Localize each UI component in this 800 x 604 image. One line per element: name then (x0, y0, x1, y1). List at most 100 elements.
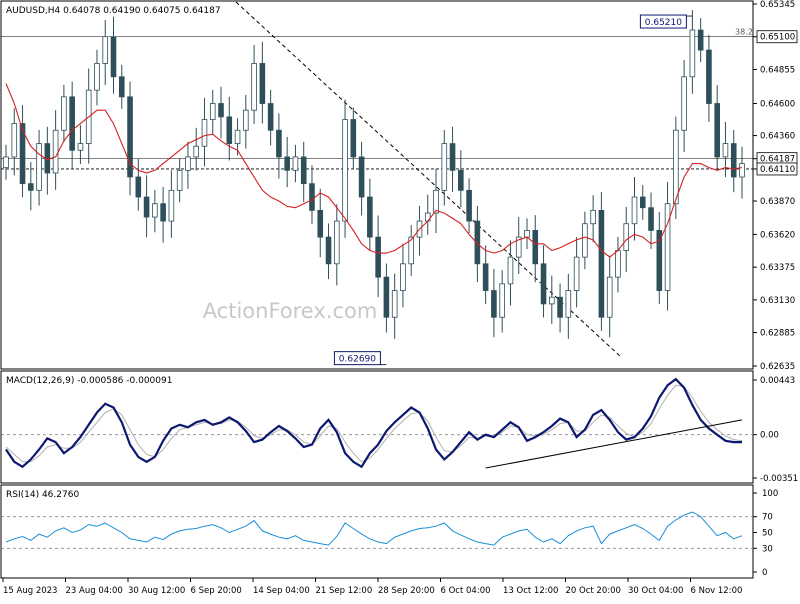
candle-body (433, 189, 439, 214)
rsi-layer (1, 511, 753, 549)
candle-body (400, 263, 406, 291)
candle-body (317, 209, 324, 238)
price-panel-title: AUDUSD,H4 0.64078 0.64190 0.64075 0.6418… (6, 6, 221, 16)
candle-body (582, 223, 588, 258)
candle-body (201, 119, 208, 147)
x-axis-label: 6 Sep 20:00 (191, 586, 242, 596)
candle-body (499, 283, 505, 318)
candle-body (160, 203, 166, 222)
x-axis-label: 21 Sep 12:00 (316, 586, 373, 596)
price-axis-label: 0.64600 (760, 100, 795, 110)
candle-body (548, 296, 555, 305)
price-annotation-label: 0.62690 (339, 355, 376, 365)
candle-body (251, 63, 257, 111)
candle-body (615, 250, 621, 278)
price-axis-label: 0.62635 (760, 362, 795, 372)
candle-body (557, 296, 563, 318)
price-levels: 38.2 (1, 28, 753, 170)
candle-body (722, 143, 729, 158)
candle-body (28, 183, 34, 191)
candle-body (259, 63, 266, 104)
macd-axis-label: 0.00443 (760, 376, 795, 386)
macd-panel-frame (0, 370, 754, 484)
rsi-panel-title: RSI(14) 46.2760 (6, 490, 79, 500)
candle-body (656, 230, 663, 291)
candle-body (36, 143, 42, 191)
x-axis: 15 Aug 2023 23 Aug 04:00 30 Aug 12:00 6 Sep… (2, 578, 743, 596)
rsi-axis-label: 0 (762, 568, 767, 578)
price-annotation-box (639, 14, 687, 29)
candle-body (565, 290, 572, 318)
price-axis: 0.65345 0.65100 0.64855 0.64600 0.64360 0.641… (753, 0, 798, 372)
price-axis-label: 0.65345 (760, 0, 795, 10)
x-axis-label: 23 Aug 04:00 (66, 586, 123, 596)
price-axis-label: 0.63375 (760, 263, 795, 273)
rsi-axis-label: 70 (762, 513, 773, 523)
candle-body (639, 196, 646, 209)
candle-body (540, 263, 547, 305)
candle-body (606, 276, 613, 318)
candle-body (69, 96, 75, 151)
candle-body (367, 196, 373, 238)
candle-body (391, 290, 398, 318)
candle-body (350, 119, 357, 158)
candle-body (3, 156, 9, 169)
candle-body (441, 143, 448, 191)
candle-body (714, 103, 720, 158)
candle-body (466, 189, 472, 222)
price-annotation-box (333, 351, 381, 366)
rsi-axis-label: 100 (762, 489, 778, 499)
rsi-series (5, 511, 743, 546)
rsi-axis: 100 70 50 30 0 (753, 489, 778, 578)
candle-body (77, 143, 84, 151)
candle-body (358, 156, 365, 198)
macd-axis-label: -0.00351 (760, 474, 798, 484)
candle-body (176, 169, 183, 191)
candle-body (143, 196, 150, 218)
candle-body (193, 145, 200, 158)
macd-axis: 0.00443 0.00 -0.00351 (753, 376, 798, 484)
candle-body (515, 236, 522, 258)
candle-body (218, 103, 224, 118)
price-axis-label: 0.63130 (760, 296, 795, 306)
candle-body (209, 103, 216, 120)
price-axis-label: 0.64360 (760, 132, 795, 142)
candle-body (590, 209, 596, 225)
candle-body (333, 220, 340, 265)
candle-body (706, 49, 712, 104)
candle-body (697, 29, 704, 51)
macd-trendline (485, 419, 743, 469)
candle-body (325, 236, 332, 265)
price-annotation-label: 0.65210 (645, 18, 682, 28)
candle-body (276, 129, 282, 158)
candle-body (226, 116, 233, 144)
candle-body (118, 76, 125, 98)
x-axis-label: 15 Aug 2023 (3, 586, 57, 596)
price-axis-label: 0.64187 (760, 155, 795, 165)
candle-body (383, 276, 390, 318)
candle-body (11, 123, 18, 158)
candle-body (673, 129, 679, 205)
x-axis-label: 30 Aug 12:00 (128, 586, 185, 596)
price-axis-label: 0.63870 (760, 197, 795, 207)
candle-body (449, 143, 456, 171)
candle-body (573, 256, 580, 291)
candle-body (730, 143, 737, 178)
rsi-panel-frame (0, 484, 754, 579)
candle-body (234, 129, 241, 144)
candle-body (300, 156, 307, 185)
price-panel-frame (0, 0, 754, 370)
x-axis-label: 13 Oct 12:00 (503, 586, 558, 596)
x-axis-label: 6 Nov 12:00 (691, 586, 743, 596)
candle-body (52, 129, 59, 174)
x-axis-label: 14 Sep 04:00 (253, 586, 310, 596)
price-annotations: 0.65210 0.62690 (333, 14, 693, 366)
candle-body (474, 220, 481, 265)
price-axis-label: 0.64855 (760, 65, 795, 75)
price-axis-label: 0.62885 (760, 329, 795, 339)
macd-panel-title: MACD(12,26,9) -0.000586 -0.000091 (6, 376, 172, 386)
macd-series-signal (5, 384, 743, 463)
candle-body (507, 256, 514, 285)
x-axis-label: 20 Oct 20:00 (566, 586, 621, 596)
